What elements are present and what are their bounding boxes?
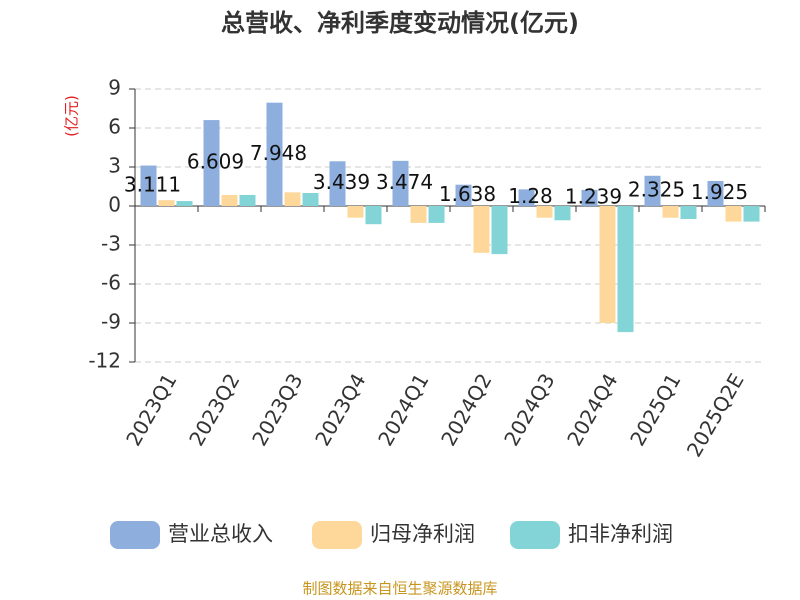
x-tick-label: 2023Q3 xyxy=(247,369,307,450)
bar xyxy=(707,180,724,206)
bar xyxy=(644,175,661,206)
bar xyxy=(221,194,238,206)
legend-swatch xyxy=(510,521,560,549)
bar xyxy=(662,206,679,218)
legend-swatch xyxy=(312,521,362,549)
y-tick-label: 0 xyxy=(108,193,121,217)
bar xyxy=(536,206,553,218)
data-label: 1.28 xyxy=(508,184,553,208)
bar xyxy=(743,206,760,222)
bar xyxy=(617,206,634,333)
y-tick-label: -9 xyxy=(101,310,121,334)
bar xyxy=(140,165,157,206)
bar xyxy=(392,160,409,206)
y-tick-label: -3 xyxy=(101,232,121,256)
bar xyxy=(410,206,427,223)
data-label: 3.474 xyxy=(376,170,433,194)
x-tick-label: 2023Q4 xyxy=(310,369,370,450)
y-tick-label: 9 xyxy=(108,76,121,100)
bar xyxy=(347,206,364,218)
bar xyxy=(680,206,697,219)
data-label: 6.609 xyxy=(187,150,244,174)
bar xyxy=(266,102,283,206)
source-note: 制图数据来自恒生聚源数据库 xyxy=(302,580,497,598)
bar xyxy=(329,161,346,206)
data-label: 3.111 xyxy=(124,172,181,196)
bar xyxy=(158,200,175,206)
data-label: 1.638 xyxy=(439,182,496,206)
data-label: 1.239 xyxy=(565,184,622,208)
legend-label: 归母净利润 xyxy=(370,522,475,546)
data-label: 3.439 xyxy=(313,170,370,194)
chart-title: 总营收、净利季度变动情况(亿元) xyxy=(221,9,579,37)
x-tick-label: 2024Q2 xyxy=(436,369,496,450)
bar xyxy=(518,189,535,206)
y-tick-label: 3 xyxy=(108,154,121,178)
x-tick-label: 2024Q3 xyxy=(499,369,559,450)
bar xyxy=(176,201,193,206)
bar xyxy=(203,120,220,206)
bar xyxy=(302,193,319,206)
x-tick-label: 2023Q2 xyxy=(184,369,244,450)
bar xyxy=(473,206,490,253)
y-tick-label: -12 xyxy=(88,349,121,373)
x-tick-label: 2023Q1 xyxy=(121,369,181,450)
bar xyxy=(491,206,508,255)
bar xyxy=(554,206,571,221)
data-label: 7.948 xyxy=(250,141,307,165)
y-axis-label: (亿元) xyxy=(63,95,81,137)
bar xyxy=(428,206,445,223)
bar xyxy=(581,189,598,206)
bar xyxy=(455,184,472,206)
legend-swatch xyxy=(110,521,160,549)
bar xyxy=(284,192,301,206)
x-tick-label: 2025Q1 xyxy=(625,369,685,450)
bar xyxy=(365,206,382,225)
x-tick-label: 2024Q1 xyxy=(373,369,433,450)
legend-label: 扣非净利润 xyxy=(568,522,673,546)
legend-label: 营业总收入 xyxy=(168,522,273,546)
y-tick-label: 6 xyxy=(108,115,121,139)
data-label: 2.325 xyxy=(628,177,685,201)
x-tick-label: 2025Q2E xyxy=(682,369,749,461)
bar xyxy=(599,206,616,323)
bar xyxy=(239,194,256,206)
y-tick-label: -6 xyxy=(101,271,121,295)
bar xyxy=(725,206,742,222)
x-tick-label: 2024Q4 xyxy=(562,369,622,450)
data-label: 1.925 xyxy=(691,180,748,204)
